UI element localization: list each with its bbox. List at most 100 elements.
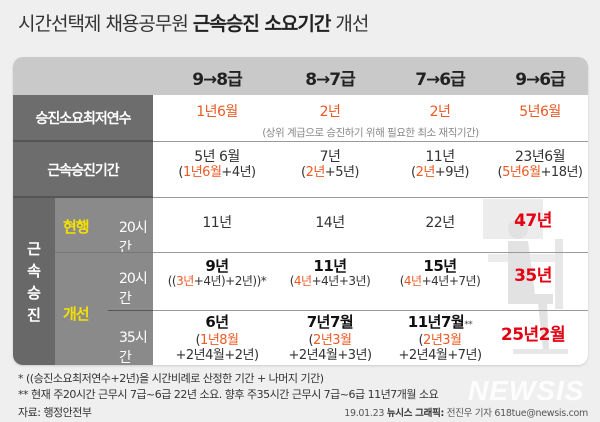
improved35-total: 25년2월 (500, 325, 566, 345)
highlight: 5년6월 (502, 165, 541, 180)
row-label-period: 근속승진기간 (13, 142, 153, 198)
improved-35-hours: 35시간 (119, 330, 148, 365)
improved35-8-7: 7년7월 (2년3월 +2년4월+3년) (275, 315, 385, 364)
paren: ( (399, 274, 405, 288)
group-label-tenure-promotion: 근 속 승 진 (13, 198, 55, 365)
highlight: 2년3월 (423, 333, 462, 348)
current-hours: 20시간 (119, 220, 148, 256)
paren: (( (167, 274, 177, 288)
group-char: 근 (27, 239, 41, 258)
period-main: 5년 6월 (194, 149, 240, 165)
row-divider (153, 252, 588, 253)
rest: +5년) (324, 165, 360, 180)
rest: +4년)+2년))* (193, 274, 267, 288)
current-total: 47년 (514, 211, 552, 231)
period-9-8: 5년 6월 (1년6월+4년) (162, 149, 272, 181)
label-divider (13, 140, 153, 142)
col-header-7-6: 7→6급 (415, 70, 466, 90)
row-divider (153, 141, 588, 142)
period-main: 23년6월 (515, 149, 565, 165)
highlight: 2년3월 (313, 333, 352, 348)
credit-author: 전진우 기자 618tue@newsis.com (446, 408, 589, 419)
table-header: 9→8급 8→7급 7→6급 9→6급 (13, 57, 588, 95)
col-header-8-7: 8→7급 (305, 70, 356, 90)
improved20-total: 35년 (514, 266, 552, 286)
paren: ( (178, 165, 183, 180)
main-value: 7년7월 (306, 313, 354, 331)
highlight: 2년 (415, 165, 436, 180)
rest: +2년4월+7년) (398, 348, 482, 363)
rest: +4년+3년) (311, 274, 371, 288)
improved-20-hours: 20시간 (119, 271, 148, 307)
rest: +18년) (540, 165, 583, 180)
rest: +2년4월+3년) (288, 348, 372, 363)
source: 자료: 행정안전부 (18, 406, 92, 419)
group-char: 속 (27, 261, 41, 280)
footnote-2: ** 현재 주20시간 근무시 7급~6급 22년 소요. 향후 주35시간 근… (18, 388, 439, 401)
period-main: 11년 (425, 149, 455, 165)
improved-main: 11년 (313, 257, 347, 275)
group-char: 승 (27, 283, 41, 302)
min-years-9-8: 1년6월 (196, 104, 238, 120)
highlight: 4년 (403, 274, 422, 288)
main-value: 11년7월 (407, 313, 465, 331)
improved35-7-6: 11년7월** (2년3월 +2년4월+7년) (385, 313, 495, 364)
highlight: 1년8월 (200, 333, 239, 348)
main-value: 6년 (205, 313, 229, 331)
paren: ( (497, 165, 503, 180)
rest: +4년) (221, 165, 256, 180)
improved35-9-8: 6년 (1년8월 +2년4월+2년) (162, 315, 272, 364)
office-worker-illustration (483, 199, 568, 354)
min-years-7-6: 2년 (429, 104, 451, 120)
paren: ( (308, 333, 314, 348)
label-current: 현행 (63, 218, 90, 236)
period-main: 7년 (319, 149, 341, 165)
row-divider (153, 197, 588, 198)
rest: +2년4월+2년) (175, 348, 259, 363)
row-label-min-years: 승진소요최저연수 (13, 95, 153, 141)
label-divider (13, 196, 153, 198)
period-9-6: 23년6월 (5년6월+18년) (480, 149, 588, 181)
improved-main: 9년 (205, 257, 229, 275)
credit-agency: 뉴시스 그래픽: (386, 408, 445, 419)
highlight: 4년 (293, 274, 312, 288)
improved20-9-8: 9년 ((3년+4년)+2년))* (162, 259, 272, 289)
sub-labels: 현행 20시간 20시간 개선 35시간 (55, 198, 153, 365)
title-prefix: 시간선택제 채용공무원 (18, 13, 193, 35)
sub-divider (108, 310, 153, 311)
footnote-mark: ** (464, 320, 473, 330)
promotion-table: 9→8급 8→7급 7→6급 9→6급 승진소요최저연수 1년6월 2년 2년 … (13, 57, 588, 365)
highlight: 3년 (176, 274, 194, 288)
period-8-7: 7년 (2년+5년) (275, 149, 385, 181)
rest: +4년+7년) (421, 274, 481, 288)
footnote-1: * ((승진소요최저연수+2년)을 시간비례로 산정한 기간 + 나머지 기간) (18, 372, 324, 385)
paren: ( (410, 165, 416, 180)
paren: ( (300, 165, 306, 180)
paren: ( (418, 333, 424, 348)
newsis-logo: NEWSIS (468, 375, 585, 406)
min-years-9-6: 5년6월 (519, 104, 561, 120)
page-title: 시간선택제 채용공무원 근속승진 소요기간 개선 (18, 9, 369, 36)
min-years-8-7: 2년 (319, 104, 341, 120)
min-years-note: (상위 계급으로 승진하기 위해 필요한 최소 재직기간) (262, 127, 479, 139)
title-suffix: 개선 (330, 13, 369, 35)
row-divider (153, 310, 588, 311)
current-8-7: 14년 (315, 215, 345, 231)
credit: 19.01.23 뉴시스 그래픽: 전진우 기자 618tue@newsis.c… (344, 405, 588, 419)
improved20-7-6: 15년 (4년+4년+7년) (385, 259, 495, 289)
highlight: 2년 (305, 165, 326, 180)
improved-main: 7년7월 (275, 315, 385, 333)
group-char: 진 (27, 305, 41, 324)
title-bold: 근속승진 소요기간 (192, 13, 331, 35)
improved-main: 15년 (423, 257, 457, 275)
period-7-6: 11년 (2년+9년) (385, 149, 495, 181)
improved20-8-7: 11년 (4년+4년+3년) (275, 259, 385, 289)
label-improved: 개선 (63, 305, 90, 323)
improved-main: 6년 (162, 315, 272, 333)
paren: ( (195, 333, 201, 348)
rest: +9년) (434, 165, 470, 180)
col-header-9-8: 9→8급 (192, 70, 243, 90)
paren: ( (289, 274, 295, 288)
highlight: 1년6월 (182, 165, 222, 180)
current-7-6: 22년 (425, 215, 455, 231)
